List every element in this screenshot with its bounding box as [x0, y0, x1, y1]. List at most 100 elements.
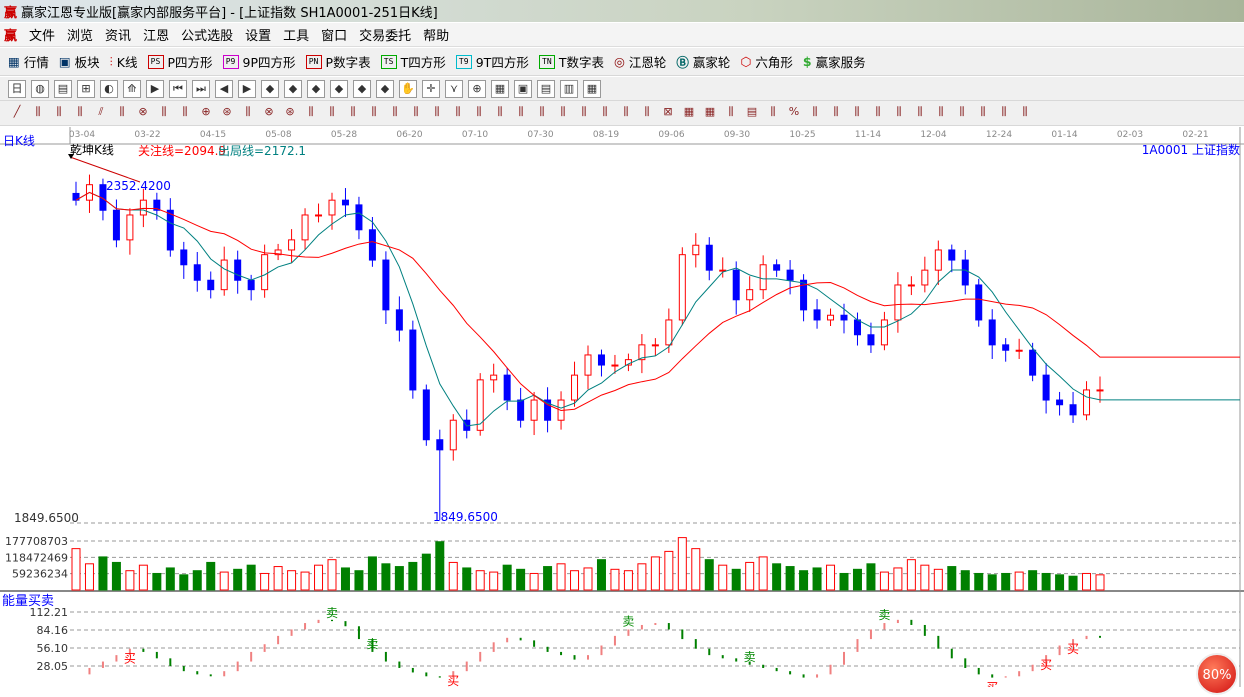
draw-tool-icon[interactable]: ⫼ [854, 105, 860, 118]
draw-tool-icon[interactable]: ╱ [13, 105, 21, 118]
nav-tool-icon[interactable]: ⟰ [123, 79, 141, 98]
nav-tool-icon[interactable]: ◆ [307, 79, 325, 98]
nav-tool-icon[interactable]: ◆ [376, 79, 394, 98]
draw-tool-icon[interactable]: ⫽ [98, 105, 104, 118]
toolbar-blocks-button[interactable]: ▣ 板块 [59, 52, 100, 71]
menu-item[interactable]: 设置 [245, 29, 272, 44]
draw-tool-icon[interactable]: ⫼ [518, 105, 524, 118]
nav-tool-icon[interactable]: ▦ [583, 79, 601, 98]
nav-tool-icon[interactable]: ⊞ [77, 79, 95, 98]
nav-tool-icon[interactable]: ⏮ [169, 79, 187, 98]
draw-tool-icon[interactable]: ⫼ [644, 105, 650, 118]
menu-item[interactable]: 窗口 [321, 29, 348, 44]
nav-tool-icon[interactable]: ⋎ [445, 79, 463, 98]
draw-tool-icon[interactable]: ⫼ [329, 105, 335, 118]
draw-tool-icon[interactable]: ⫼ [413, 105, 419, 118]
draw-tool-icon[interactable]: ⫼ [728, 105, 734, 118]
draw-tool-icon[interactable]: ⫼ [392, 105, 398, 118]
draw-tool-icon[interactable]: ⫼ [77, 105, 83, 118]
draw-tool-icon[interactable]: ⊗ [138, 105, 148, 118]
menu-item[interactable]: 工具 [283, 29, 310, 44]
toolbar-big-wheel-button[interactable]: Ⓑ 赢家轮 [676, 52, 730, 71]
draw-tool-icon[interactable]: ⫼ [623, 105, 629, 118]
draw-tool-icon[interactable]: ▦ [683, 105, 695, 118]
menu-item[interactable]: 交易委托 [359, 29, 412, 44]
nav-tool-icon[interactable]: ⏭ [192, 79, 210, 98]
nav-tool-icon[interactable]: ◀ [215, 79, 233, 98]
draw-tool-icon[interactable]: ⫼ [602, 105, 608, 118]
nav-tool-icon[interactable]: ◐ [100, 79, 118, 98]
draw-tool-icon[interactable]: ⫼ [371, 105, 377, 118]
nav-tool-icon[interactable]: ▶ [146, 79, 164, 98]
draw-tool-icon[interactable]: ⫼ [1022, 105, 1028, 118]
draw-tool-icon[interactable]: ⫼ [581, 105, 587, 118]
draw-tool-icon[interactable]: ⫼ [434, 105, 440, 118]
menu-item[interactable]: 浏览 [67, 29, 94, 44]
draw-tool-icon[interactable]: ⫼ [812, 105, 818, 118]
menu-item[interactable]: 江恩 [143, 29, 170, 44]
draw-tool-icon[interactable]: ⫼ [980, 105, 986, 118]
nav-tool-icon[interactable]: ◆ [284, 79, 302, 98]
toolbar-button[interactable]: T9 9T四方形 [455, 52, 529, 71]
toolbar-gann-wheel-button[interactable]: ◎ 江恩轮 [614, 52, 666, 71]
nav-tool-icon[interactable]: ✛ [422, 79, 440, 98]
toolbar-table-button[interactable]: ▦ 行情 [8, 52, 49, 71]
draw-tool-icon[interactable]: ⫼ [896, 105, 902, 118]
draw-tool-icon[interactable]: ⫼ [119, 105, 125, 118]
menu-item[interactable]: 帮助 [423, 29, 450, 44]
toolbar-button[interactable]: PN P数字表 [305, 52, 371, 71]
zoom-badge[interactable]: 80% [1196, 653, 1238, 695]
draw-tool-icon[interactable]: ⫼ [308, 105, 314, 118]
draw-tool-icon[interactable]: ⫼ [1001, 105, 1007, 118]
draw-tool-icon[interactable]: ⫼ [182, 105, 188, 118]
nav-tool-icon[interactable]: 日 [8, 79, 26, 98]
draw-tool-icon[interactable]: ⫼ [161, 105, 167, 118]
draw-tool-icon[interactable]: ⊠ [663, 105, 673, 118]
draw-tool-icon[interactable]: ⫼ [539, 105, 545, 118]
nav-tool-icon[interactable]: ✋ [399, 79, 417, 98]
draw-tool-icon[interactable]: ⊗ [264, 105, 274, 118]
draw-tool-icon[interactable]: ⫼ [350, 105, 356, 118]
toolbar-dollar-button[interactable]: $ 赢家服务 [803, 52, 866, 71]
toolbar-button[interactable]: TS T四方形 [380, 52, 446, 71]
nav-tool-icon[interactable]: ▶ [238, 79, 256, 98]
draw-tool-icon[interactable]: ⫼ [959, 105, 965, 118]
nav-tool-icon[interactable]: ▤ [537, 79, 555, 98]
nav-tool-icon[interactable]: ◆ [353, 79, 371, 98]
draw-tool-icon[interactable]: ▦ [704, 105, 716, 118]
draw-tool-icon[interactable]: ⫼ [560, 105, 566, 118]
menu-item[interactable]: 资讯 [105, 29, 132, 44]
nav-tool-icon[interactable]: ◍ [31, 79, 49, 98]
draw-tool-icon[interactable]: % [788, 105, 800, 118]
kline-chart[interactable]: 03-04 03-22 04-15 05-08 05-28 06-20 07-10 07-30… [0, 127, 1244, 695]
draw-tool-icon[interactable]: ⫼ [875, 105, 881, 118]
draw-tool-icon[interactable]: ▤ [746, 105, 758, 118]
toolbar-hexagon-button[interactable]: ⬡ 六角形 [740, 52, 792, 71]
draw-tool-icon[interactable]: ⫼ [35, 105, 41, 118]
draw-tool-icon[interactable]: ⊛ [222, 105, 232, 118]
draw-tool-icon[interactable]: ⫼ [938, 105, 944, 118]
draw-tool-icon[interactable]: ⫼ [56, 105, 62, 118]
draw-tool-icon[interactable]: ⊕ [201, 105, 211, 118]
nav-tool-icon[interactable]: ▤ [54, 79, 72, 98]
draw-tool-icon[interactable]: ⫼ [917, 105, 923, 118]
nav-tool-icon[interactable]: ◆ [261, 79, 279, 98]
draw-tool-icon[interactable]: ⫼ [245, 105, 251, 118]
nav-tool-icon[interactable]: ▥ [560, 79, 578, 98]
draw-tool-icon[interactable]: ⫼ [497, 105, 503, 118]
toolbar-button[interactable]: TN T数字表 [538, 52, 604, 71]
menu-item[interactable]: 文件 [29, 29, 56, 44]
toolbar-candles-button[interactable]: ⫶ K线 [110, 52, 138, 71]
menu-item[interactable]: 公式选股 [181, 29, 234, 44]
nav-tool-icon[interactable]: ◆ [330, 79, 348, 98]
toolbar-button[interactable]: P9 9P四方形 [222, 52, 296, 71]
draw-tool-icon[interactable]: ⫼ [455, 105, 461, 118]
draw-tool-icon[interactable]: ⫼ [770, 105, 776, 118]
draw-tool-icon[interactable]: ⫼ [833, 105, 839, 118]
nav-tool-icon[interactable]: ⊕ [468, 79, 486, 98]
toolbar-button[interactable]: PS P四方形 [147, 52, 213, 71]
nav-tool-icon[interactable]: ▣ [514, 79, 532, 98]
nav-tool-icon[interactable]: ▦ [491, 79, 509, 98]
draw-tool-icon[interactable]: ⫼ [476, 105, 482, 118]
draw-tool-icon[interactable]: ⊛ [285, 105, 295, 118]
